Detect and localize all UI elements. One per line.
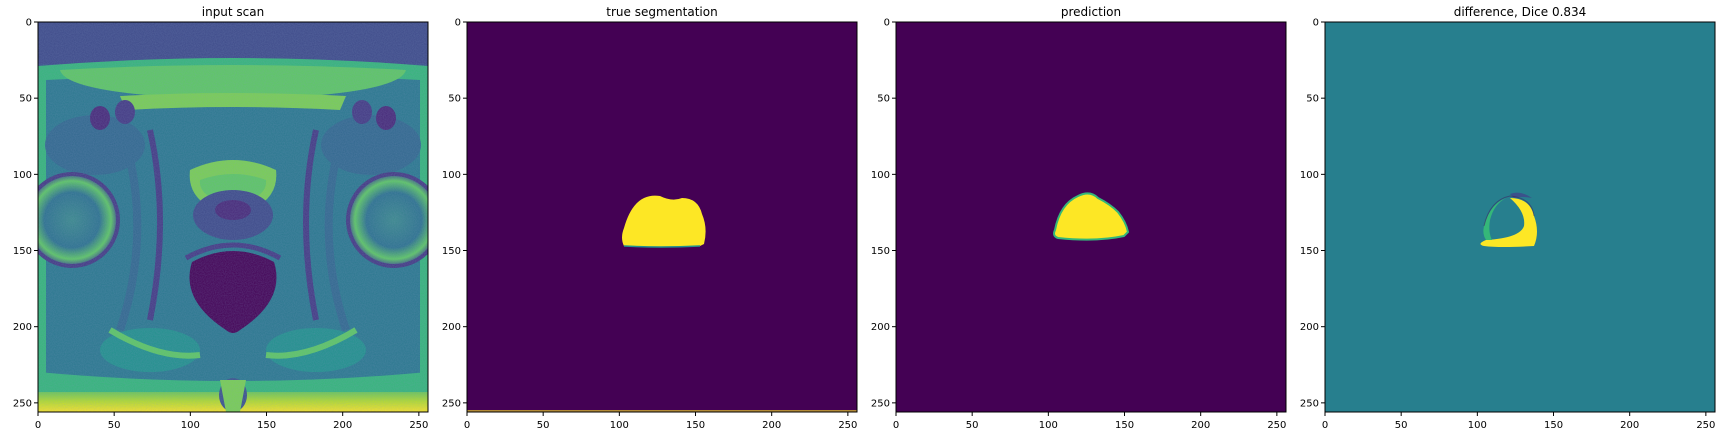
x-tick-label: 100 (1468, 420, 1487, 431)
x-tick-label: 200 (1620, 420, 1639, 431)
x-tick-label: 250 (1696, 420, 1715, 431)
y-tick-label: 50 (19, 94, 32, 105)
difference-false-negative (1480, 198, 1537, 247)
y-tick-label: 250 (442, 398, 461, 409)
mask-truth-image (467, 22, 857, 412)
y-tick-label: 0 (1313, 18, 1319, 29)
y-tick-label: 250 (1300, 398, 1319, 409)
axes-frame (1324, 21, 1716, 413)
difference-edge (1483, 198, 1506, 240)
x-tick-label: 0 (464, 420, 470, 431)
x-tick-label: 50 (537, 420, 550, 431)
y-tick-label: 200 (1300, 322, 1319, 333)
y-tick-label: 50 (877, 94, 890, 105)
mri-slice-image (38, 22, 428, 412)
y-tick-label: 0 (455, 18, 461, 29)
y-tick-label: 50 (448, 94, 461, 105)
y-tick-label: 100 (871, 170, 890, 181)
axes-frame (37, 21, 429, 413)
panel-difference: difference, Dice 0.834 (1324, 5, 1716, 413)
panel-title: prediction (1061, 5, 1121, 19)
x-tick-label: 0 (893, 420, 899, 431)
y-tick-label: 150 (1300, 246, 1319, 257)
x-tick-label: 200 (333, 420, 352, 431)
panel-title: difference, Dice 0.834 (1454, 5, 1587, 19)
y-tick-label: 50 (1306, 94, 1319, 105)
y-tick-label: 200 (13, 322, 32, 333)
prostate-mask (622, 195, 706, 247)
panel-prediction: prediction (895, 5, 1287, 413)
x-tick-label: 250 (838, 420, 857, 431)
x-tick-label: 150 (1544, 420, 1563, 431)
panel-input-scan: input scan (37, 5, 429, 413)
x-tick-label: 250 (1267, 420, 1286, 431)
x-tick-label: 150 (1115, 420, 1134, 431)
y-tick-label: 0 (26, 18, 32, 29)
y-tick-label: 150 (442, 246, 461, 257)
axes-frame (895, 21, 1287, 413)
y-tick-label: 200 (871, 322, 890, 333)
x-tick-label: 100 (181, 420, 200, 431)
x-tick-label: 0 (35, 420, 41, 431)
y-tick-label: 100 (13, 170, 32, 181)
mask-prediction-image (896, 22, 1286, 412)
x-tick-label: 150 (257, 420, 276, 431)
x-tick-label: 200 (1191, 420, 1210, 431)
x-tick-label: 0 (1322, 420, 1328, 431)
x-tick-label: 50 (966, 420, 979, 431)
y-tick-label: 100 (1300, 170, 1319, 181)
x-tick-label: 250 (409, 420, 428, 431)
x-tick-label: 100 (1039, 420, 1058, 431)
x-tick-label: 50 (1395, 420, 1408, 431)
panel-true-segmentation: true segmentation (466, 5, 858, 413)
x-tick-label: 150 (686, 420, 705, 431)
x-tick-label: 100 (610, 420, 629, 431)
y-tick-label: 0 (884, 18, 890, 29)
x-tick-label: 200 (762, 420, 781, 431)
y-tick-label: 150 (871, 246, 890, 257)
mask-difference-image (1325, 22, 1715, 412)
panel-title: input scan (202, 5, 265, 19)
panel-title: true segmentation (606, 5, 717, 19)
y-tick-label: 150 (13, 246, 32, 257)
x-tick-label: 50 (108, 420, 121, 431)
y-tick-label: 250 (871, 398, 890, 409)
y-tick-label: 200 (442, 322, 461, 333)
difference-false-positive (1510, 192, 1532, 198)
y-tick-label: 100 (442, 170, 461, 181)
y-tick-label: 250 (13, 398, 32, 409)
axes-frame (466, 21, 858, 413)
